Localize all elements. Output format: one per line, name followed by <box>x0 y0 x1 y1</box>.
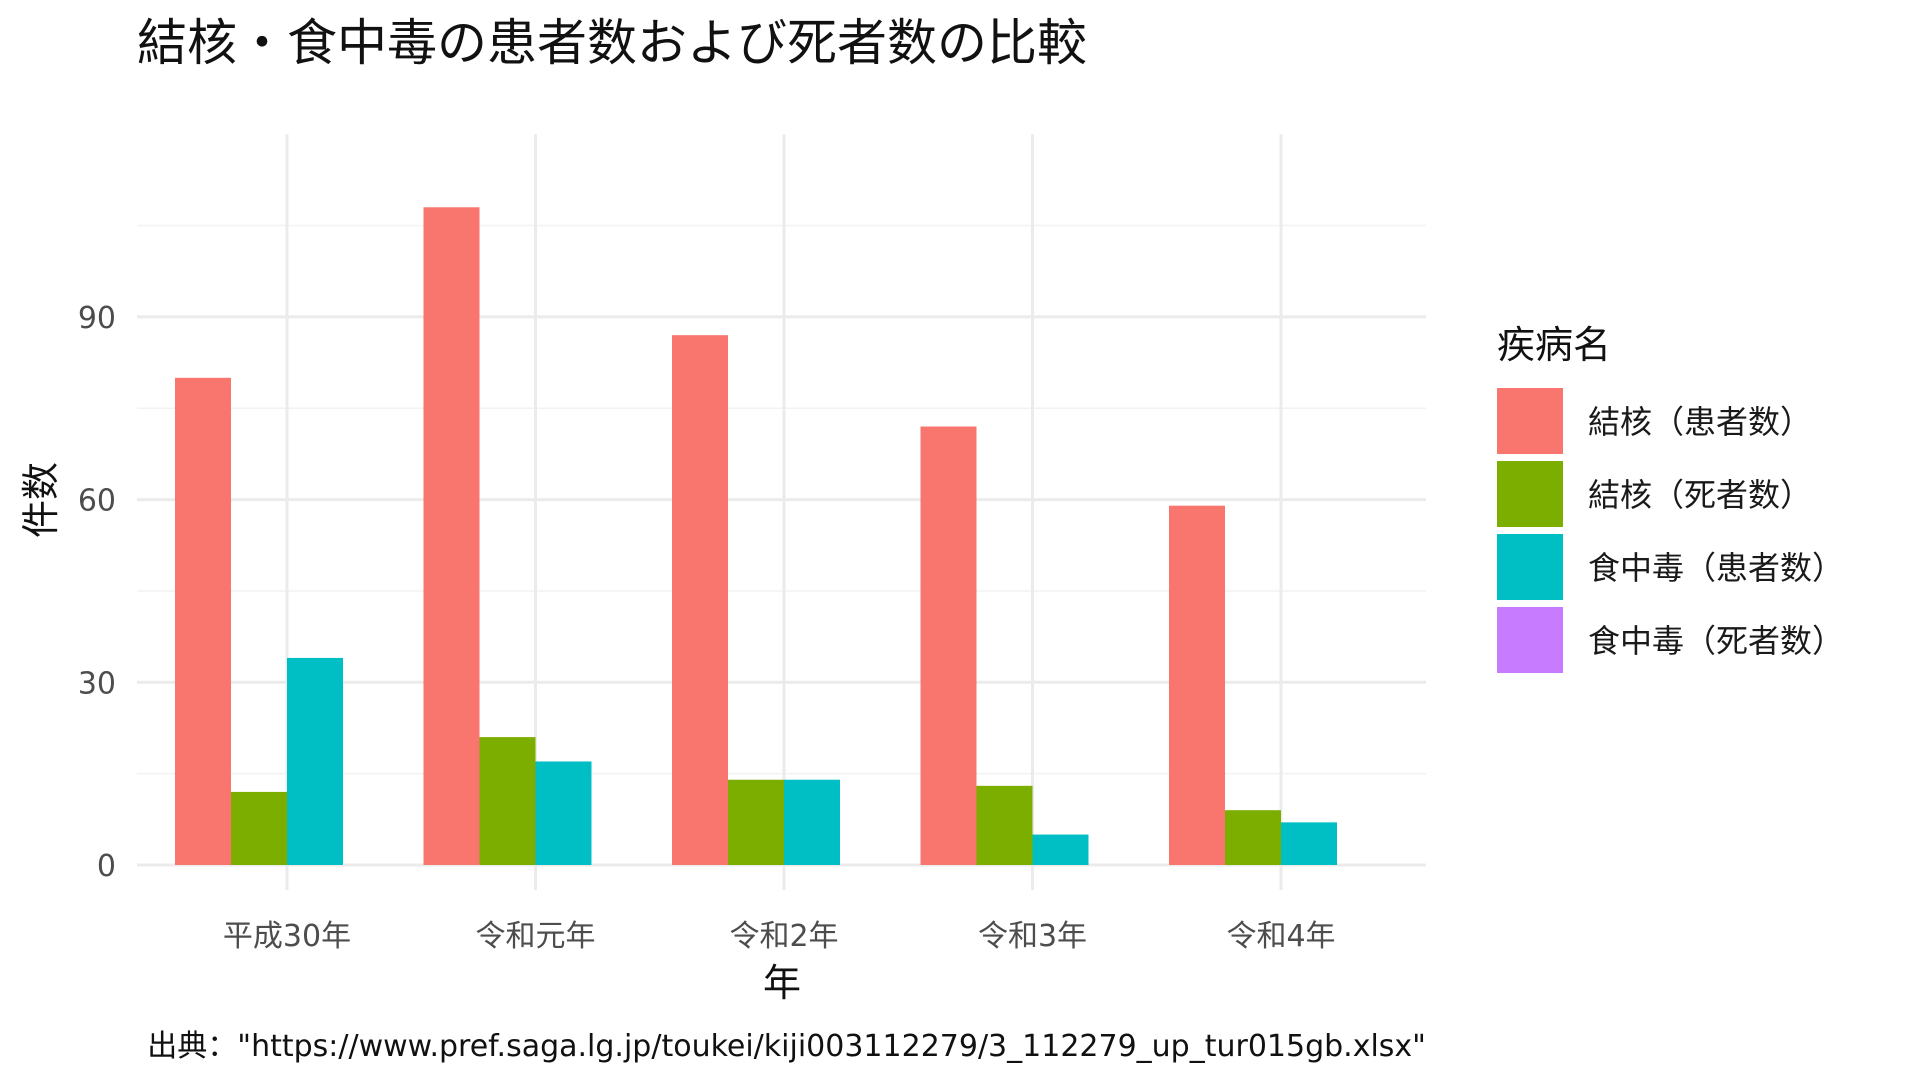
legend-label: 結核（患者数） <box>1588 403 1812 441</box>
legend-key <box>1497 607 1563 673</box>
bar <box>784 779 840 865</box>
legend-key <box>1497 388 1563 454</box>
bar <box>535 761 592 865</box>
bar <box>423 207 480 865</box>
legend-key <box>1497 461 1563 527</box>
chart-title: 結核・食中毒の患者数および死者数の比較 <box>137 14 1087 72</box>
x-tick-label: 平成30年 <box>223 919 351 954</box>
x-tick-label: 令和2年 <box>729 919 838 954</box>
bar <box>672 335 728 865</box>
legend-title: 疾病名 <box>1497 323 1611 367</box>
bar <box>1281 822 1337 865</box>
bar <box>1225 810 1281 865</box>
bar <box>479 737 536 865</box>
legend: 疾病名 結核（患者数） 結核（死者数） 食中毒（患者数） 食中毒（死者数） <box>1497 323 1844 673</box>
y-tick-label: 30 <box>78 666 116 701</box>
bar <box>728 779 784 865</box>
legend-items: 結核（患者数） 結核（死者数） 食中毒（患者数） 食中毒（死者数） <box>1497 388 1844 673</box>
x-tick-label: 令和4年 <box>1226 919 1335 954</box>
bar <box>287 657 343 865</box>
legend-key <box>1497 534 1563 600</box>
x-axis-ticks: 平成30年 令和元年 令和2年 令和3年 令和4年 <box>223 919 1336 954</box>
y-tick-label: 0 <box>97 849 116 884</box>
bars <box>175 207 1337 865</box>
bar <box>175 377 231 865</box>
legend-label: 結核（死者数） <box>1588 476 1812 514</box>
y-axis-ticks: 0 30 60 90 <box>78 301 116 884</box>
y-axis-label: 件数 <box>19 462 63 538</box>
y-tick-label: 90 <box>78 301 116 336</box>
chart-caption: 出典："https://www.pref.saga.lg.jp/toukei/k… <box>147 1029 1426 1064</box>
legend-label: 食中毒（死者数） <box>1588 622 1844 660</box>
x-tick-label: 令和3年 <box>978 919 1087 954</box>
legend-label: 食中毒（患者数） <box>1588 549 1844 587</box>
x-axis-label: 年 <box>763 961 801 1005</box>
bar <box>1032 834 1089 865</box>
y-tick-label: 60 <box>78 484 116 519</box>
bar <box>1169 505 1225 865</box>
bar <box>976 785 1033 865</box>
bar <box>231 791 287 865</box>
x-tick-label: 令和元年 <box>476 919 596 954</box>
bar <box>920 426 977 865</box>
